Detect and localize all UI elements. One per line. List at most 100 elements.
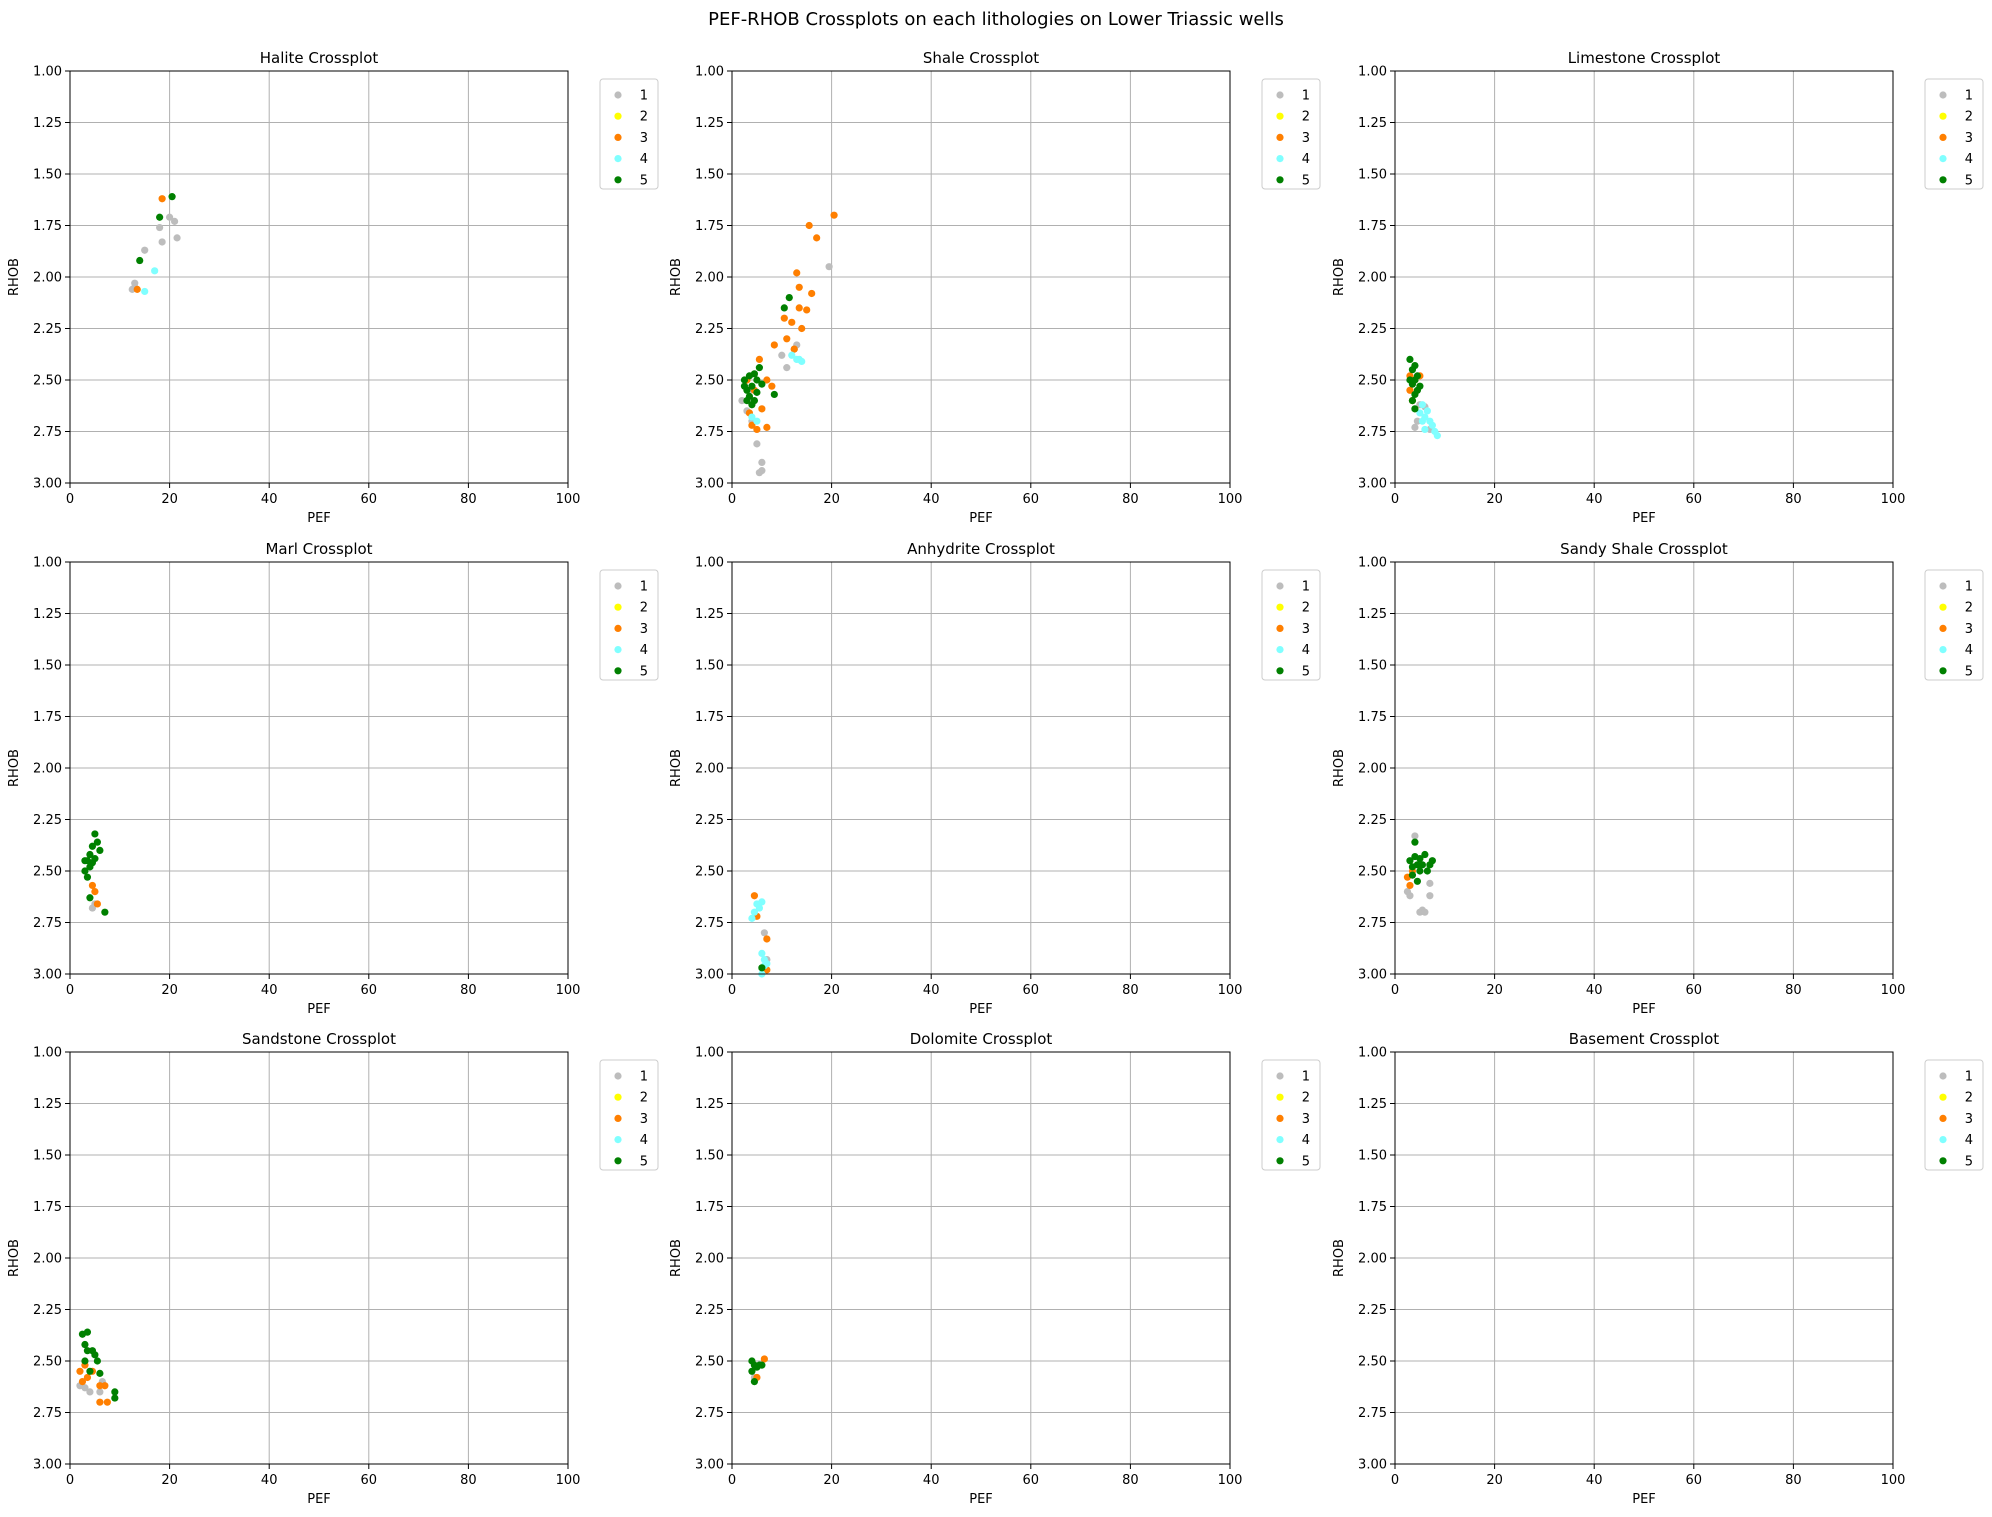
x-axis-label: PEF — [1632, 1492, 1656, 1507]
x-axis-label: PEF — [307, 1002, 331, 1017]
legend-marker — [1939, 1093, 1947, 1101]
y-tick-label: 1.00 — [1358, 556, 1387, 571]
legend-marker — [1939, 667, 1947, 675]
y-tick-label: 2.75 — [1358, 1406, 1387, 1421]
x-axis-label: PEF — [1632, 1002, 1656, 1017]
y-tick-label: 1.00 — [695, 1046, 724, 1061]
crossplot-panel: 0 20 40 60 80 100 1.00 1.25 1.50 1.75 2.00 2.25 2.50… — [7, 49, 659, 526]
legend: 1 2 3 4 5 — [1924, 569, 1984, 681]
x-tick-label: 40 — [261, 492, 278, 507]
y-tick-label: 1.25 — [695, 607, 724, 622]
x-tick-label: 20 — [823, 492, 840, 507]
panel-title: Limestone Crossplot — [1568, 49, 1721, 67]
scatter-point — [86, 1367, 94, 1375]
x-tick-label: 60 — [1686, 492, 1703, 507]
legend-marker — [1276, 1072, 1284, 1080]
legend-marker — [614, 624, 622, 633]
legend-box — [1261, 569, 1321, 681]
scatter-point — [740, 376, 749, 384]
y-axis-label: RHOB — [7, 749, 22, 787]
x-tick-label: 60 — [1686, 983, 1703, 998]
scatter-point — [1416, 409, 1424, 417]
y-tick-label: 2.00 — [695, 1252, 724, 1267]
scatter-point — [93, 1357, 101, 1365]
legend-label: 4 — [1302, 152, 1310, 167]
scatter-point — [753, 376, 761, 384]
legend-marker — [1939, 155, 1947, 163]
scatter-point — [748, 382, 756, 390]
x-tick-label: 20 — [1486, 492, 1503, 507]
y-tick-label: 1.25 — [33, 116, 62, 131]
legend-marker — [1276, 112, 1284, 120]
scatter-point — [770, 341, 778, 349]
legend-label: 1 — [640, 580, 648, 595]
panel-title: Marl Crossplot — [265, 540, 372, 558]
x-tick-label: 60 — [1023, 1473, 1040, 1488]
legend-marker — [614, 1093, 622, 1101]
legend-marker — [1276, 582, 1284, 590]
scatter-point — [1416, 382, 1424, 390]
legend-marker — [1276, 1114, 1284, 1122]
y-tick-label: 2.00 — [695, 271, 724, 286]
x-tick-label: 100 — [556, 1473, 581, 1488]
scatter-point — [740, 382, 749, 390]
y-tick-label: 1.50 — [33, 1149, 62, 1164]
legend-marker — [1276, 133, 1284, 141]
legend-label: 3 — [1302, 622, 1310, 637]
scatter-point — [1413, 877, 1422, 885]
legend-marker — [614, 1072, 622, 1080]
scatter-point — [1406, 376, 1414, 384]
scatter-point — [760, 929, 768, 937]
x-tick-label: 0 — [1391, 983, 1399, 998]
legend-marker — [614, 91, 622, 99]
y-tick-label: 2.00 — [1358, 271, 1387, 286]
scatter-point — [1418, 401, 1426, 409]
y-tick-label: 1.50 — [1358, 168, 1387, 183]
y-tick-label: 2.25 — [33, 813, 62, 828]
scatter-point — [1428, 857, 1436, 865]
y-tick-label: 2.75 — [695, 916, 724, 931]
y-tick-label: 1.75 — [695, 710, 724, 725]
legend-label: 2 — [1965, 110, 1973, 125]
scatter-point — [830, 211, 838, 219]
scatter-point — [1411, 832, 1419, 840]
scatter-point — [780, 304, 788, 312]
y-tick-label: 2.50 — [695, 1355, 724, 1370]
scatter-point — [1426, 879, 1434, 887]
panel-title: Anhydrite Crossplot — [907, 540, 1055, 558]
crossplot-panel: 0 20 40 60 80 100 1.00 1.25 1.50 1.75 2.00 2.25 2.50… — [1332, 1030, 1984, 1507]
y-axis-label: RHOB — [7, 1239, 22, 1277]
scatter-point — [81, 1384, 89, 1392]
legend-label: 5 — [1965, 1154, 1973, 1169]
legend-marker — [1276, 1093, 1284, 1101]
y-tick-label: 1.75 — [33, 1200, 62, 1215]
legend-label: 2 — [1965, 601, 1973, 616]
scatter-point — [1421, 413, 1429, 421]
scatter-point — [783, 335, 791, 343]
x-axis-label: PEF — [307, 1492, 331, 1507]
y-tick-label: 1.25 — [33, 607, 62, 622]
y-tick-label: 1.00 — [33, 65, 62, 80]
x-tick-label: 40 — [261, 1473, 278, 1488]
legend-box — [1924, 78, 1984, 190]
scatter-point — [748, 413, 756, 421]
panel-title: Halite Crossplot — [260, 49, 379, 67]
x-tick-label: 100 — [1881, 1473, 1906, 1488]
scatter-point — [758, 458, 766, 466]
scatter-point — [1406, 881, 1414, 890]
legend-label: 1 — [1302, 580, 1310, 595]
y-tick-label: 2.25 — [695, 1303, 724, 1318]
y-tick-label: 2.50 — [33, 374, 62, 389]
scatter-point — [101, 1382, 109, 1390]
legend-marker — [1276, 91, 1284, 99]
panel-title: Shale Crossplot — [923, 49, 1039, 67]
x-tick-label: 40 — [923, 1473, 940, 1488]
y-tick-label: 1.75 — [695, 1200, 724, 1215]
y-tick-label: 3.00 — [33, 1458, 62, 1473]
x-tick-label: 40 — [923, 983, 940, 998]
scatter-point — [753, 425, 761, 434]
scatter-point — [790, 345, 798, 353]
scatter-point — [780, 314, 788, 322]
scatter-point — [753, 388, 761, 396]
scatter-point — [795, 304, 803, 312]
